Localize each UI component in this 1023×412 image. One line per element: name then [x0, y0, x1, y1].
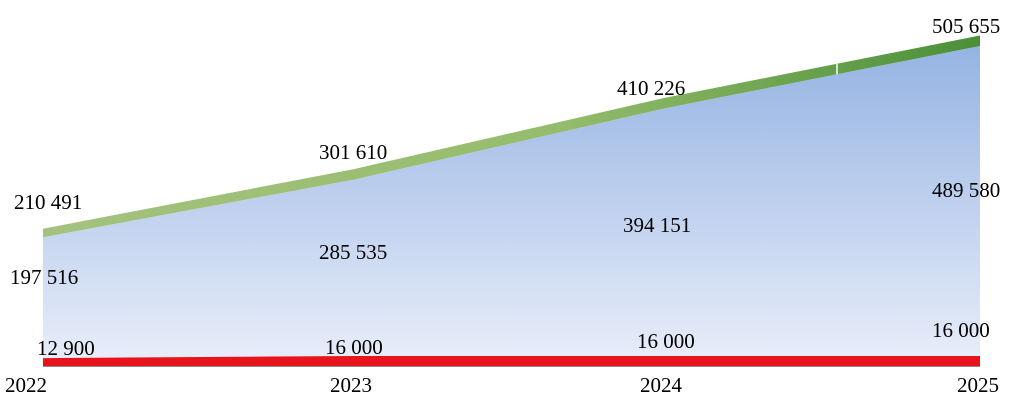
x-tick-label-2024: 2024 [640, 373, 683, 397]
x-tick-label-2022: 2022 [5, 373, 47, 397]
area-series-blue [43, 46, 980, 359]
data-label-red-2023: 16 000 [325, 335, 383, 359]
data-label-blue-2025: 489 580 [932, 178, 1000, 202]
data-label-green-2024: 410 226 [617, 76, 685, 100]
data-label-red-2022: 12 900 [37, 336, 95, 360]
area-series-green [43, 35, 980, 238]
data-label-green-2025: 505 655 [932, 14, 1000, 38]
x-tick-label-2023: 2023 [330, 373, 372, 397]
area-series-red [43, 356, 980, 367]
data-label-red-2024: 16 000 [637, 329, 695, 353]
data-label-green-2023: 301 610 [319, 140, 387, 164]
data-label-blue-2024: 394 151 [623, 213, 691, 237]
data-label-red-2025: 16 000 [932, 318, 990, 342]
x-tick-label-2025: 2025 [957, 373, 999, 397]
data-label-green-2022: 210 491 [14, 190, 82, 214]
data-label-blue-2023: 285 535 [319, 240, 387, 264]
data-label-blue-2022: 197 516 [10, 265, 78, 289]
